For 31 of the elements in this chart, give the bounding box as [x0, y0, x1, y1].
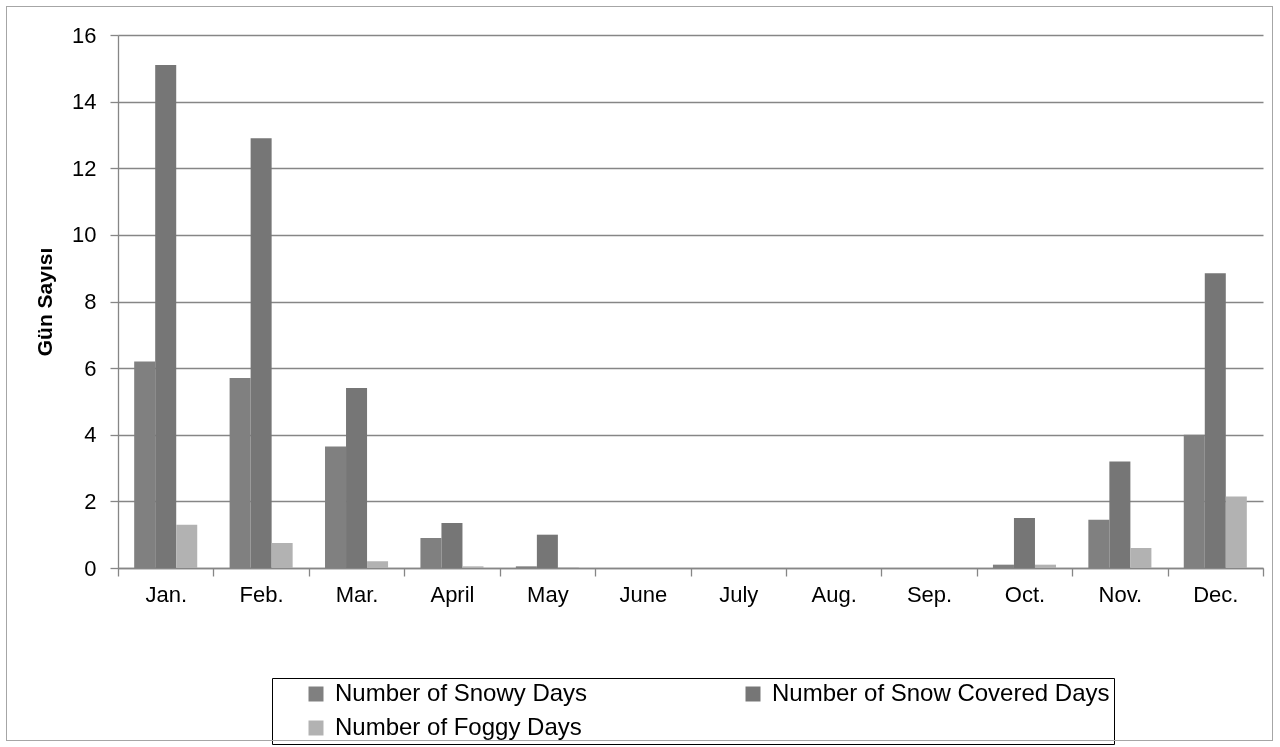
y-tick-label: 0 [84, 555, 97, 581]
x-tick-label: July [719, 581, 759, 607]
bar [176, 524, 198, 568]
x-tick-label: Feb. [239, 581, 284, 607]
x-tick-label: Sep. [906, 581, 953, 607]
y-tick-label: 8 [84, 289, 97, 314]
legend-label: Number of Snow Covered Days [772, 679, 1110, 706]
bar [367, 561, 389, 568]
bar [271, 543, 293, 568]
x-tick-label: April [430, 581, 475, 607]
y-tick-label: 12 [72, 155, 97, 181]
y-tick-label: 10 [72, 222, 97, 248]
y-tick-label: 4 [84, 422, 97, 448]
y-tick-label: 16 [72, 22, 97, 48]
x-tick-label: Nov. [1098, 581, 1143, 607]
y-axis-title: Gün Sayısı [33, 247, 57, 357]
y-tick-label: 6 [84, 355, 97, 381]
x-tick-label: Oct. [1004, 581, 1046, 607]
x-tick-label: June [619, 581, 668, 607]
x-tick-label: Jan. [145, 581, 188, 607]
legend-label: Number of Snowy Days [335, 679, 588, 706]
legend-label: Number of Foggy Days [335, 713, 582, 740]
y-tick-label: 2 [84, 488, 97, 514]
bar [1130, 548, 1152, 568]
bar [1225, 496, 1247, 568]
x-tick-label: May [527, 581, 569, 607]
x-tick-label: Mar. [335, 581, 379, 607]
x-tick-label: Dec. [1193, 581, 1239, 607]
y-tick-label: 14 [72, 89, 97, 115]
x-tick-label: Aug. [811, 581, 857, 607]
bar [1034, 564, 1056, 568]
